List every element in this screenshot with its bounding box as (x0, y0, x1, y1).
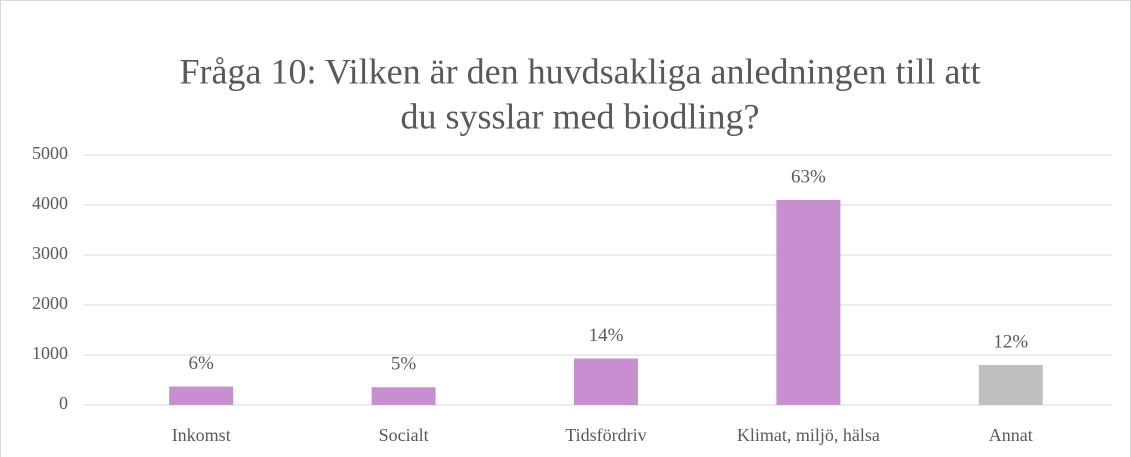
bar (574, 358, 638, 405)
chart-title: du sysslar med biodling? (401, 96, 760, 136)
y-tick-label: 4000 (32, 193, 68, 213)
x-tick-label: Klimat, miljö, hälsa (737, 425, 880, 445)
bar (978, 365, 1043, 405)
data-label: 63% (791, 166, 826, 187)
bar (776, 200, 841, 405)
data-label: 6% (189, 353, 215, 374)
bar (371, 387, 436, 405)
data-label: 12% (993, 331, 1028, 352)
y-tick-label: 0 (59, 393, 68, 413)
y-tick-label: 2000 (32, 293, 68, 313)
data-label: 5% (391, 354, 417, 375)
y-tick-label: 1000 (32, 343, 68, 363)
x-tick-label: Tidsfördriv (565, 425, 646, 445)
x-tick-label: Inkomst (172, 425, 231, 445)
x-tick-label: Socialt (379, 425, 429, 445)
y-tick-label: 3000 (32, 243, 68, 263)
bar (169, 386, 234, 405)
y-tick-label: 5000 (32, 143, 68, 163)
data-label: 14% (589, 325, 624, 346)
chart-title: Fråga 10: Vilken är den huvdsakliga anle… (180, 51, 981, 91)
x-tick-label: Annat (989, 425, 1033, 445)
